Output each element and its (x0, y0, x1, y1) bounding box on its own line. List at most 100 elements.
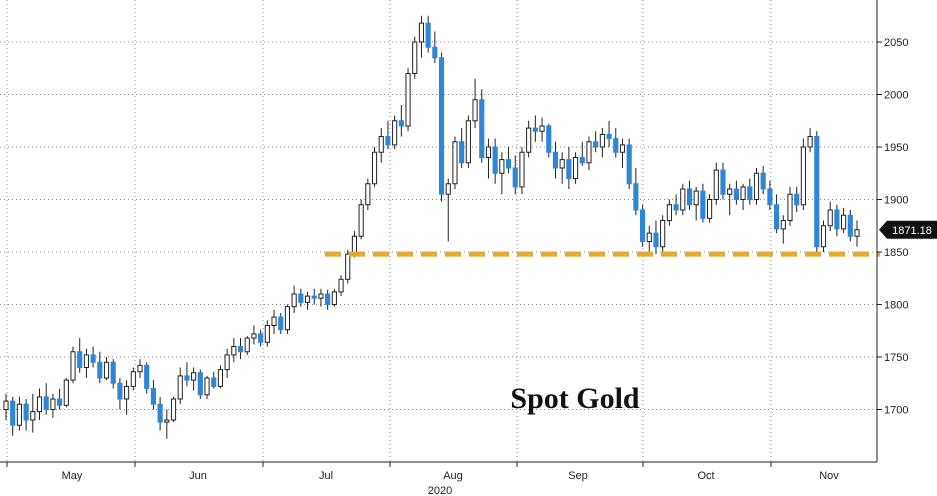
candle-body-down (639, 209, 646, 242)
candle (559, 152, 565, 184)
candle-body-up (586, 141, 592, 164)
candle-body-up (780, 220, 786, 230)
y-tick-label: 1950 (884, 142, 908, 154)
candle-body-up (217, 369, 224, 387)
candle (3, 393, 9, 420)
candle-body-up (472, 99, 478, 122)
candle-body-up (666, 204, 672, 221)
candle (774, 194, 780, 234)
candle-body-down (97, 361, 103, 379)
candle (633, 168, 639, 216)
candle (371, 147, 378, 187)
candle (593, 131, 599, 153)
candle (237, 338, 244, 360)
candle (191, 367, 197, 391)
candle-body-up (519, 151, 525, 188)
candle (211, 371, 217, 389)
x-tick-label: Sep (568, 470, 588, 482)
candle-body-up (164, 419, 170, 423)
candle-layer (3, 15, 860, 439)
candle-body-down (438, 57, 445, 195)
candle-body-down (23, 403, 29, 421)
candle (834, 204, 840, 237)
candle-body-down (110, 361, 116, 384)
candle-body-up (16, 403, 22, 426)
candle (184, 362, 190, 387)
candle (827, 201, 833, 231)
candle (97, 351, 103, 384)
candle (666, 199, 672, 226)
candle-body-down (398, 120, 404, 127)
y-tick-label: 1800 (884, 300, 908, 312)
candle (807, 128, 813, 153)
y-tick-label: 1750 (884, 352, 908, 364)
candle (586, 136, 592, 171)
candle-body-up (854, 229, 860, 237)
candle-body-down (653, 232, 659, 248)
candle-body-up (170, 398, 177, 421)
candle-body-up (191, 372, 197, 381)
candle-body-down (479, 99, 485, 158)
candle-body-down (747, 186, 753, 200)
candle-body-down (150, 388, 156, 405)
candle-body-down (298, 293, 304, 303)
candle-body-up (284, 306, 291, 331)
candle-body-down (546, 125, 552, 153)
candle-body-up (526, 127, 532, 153)
candle-body-up (304, 295, 311, 303)
candle-body-up (499, 159, 505, 174)
candle-body-down (10, 400, 16, 426)
candle-body-up (3, 400, 9, 411)
candle (318, 288, 324, 307)
candle (720, 162, 726, 200)
candle (325, 289, 331, 310)
candle (653, 220, 659, 255)
candle (459, 128, 465, 168)
last-price-tag: 1871.18 (887, 220, 937, 239)
last-price-pointer (879, 220, 887, 239)
candle (345, 249, 351, 284)
candle-body-up (660, 220, 666, 248)
candle-body-down (814, 136, 820, 248)
candle-body-down (325, 293, 331, 305)
candle-body-down (626, 144, 632, 185)
candle (445, 178, 451, 242)
y-tick-label: 2000 (884, 90, 908, 102)
candle (727, 183, 733, 216)
grid-layer (0, 0, 877, 462)
candle-body-down (720, 169, 726, 195)
candle (680, 183, 686, 216)
candle-body-up (50, 398, 56, 410)
candle (170, 396, 177, 423)
candle-body-up (264, 325, 270, 343)
candle (686, 180, 693, 210)
candle-body-up (358, 204, 364, 237)
candle (505, 147, 512, 174)
candle-body-down (700, 190, 706, 219)
candle-body-up (599, 133, 605, 148)
candle-body-down (459, 141, 465, 164)
candle (150, 380, 156, 410)
candle (599, 128, 605, 158)
candle-body-up (727, 188, 733, 195)
candle-body-up (452, 141, 458, 185)
candle (432, 31, 438, 63)
candle-body-up (124, 385, 130, 400)
candle-body-down (847, 214, 853, 237)
candle (43, 383, 49, 415)
candle-body-up (405, 73, 411, 127)
candle-body-up (787, 193, 793, 221)
candle (472, 78, 478, 129)
candle (707, 194, 713, 223)
candle (552, 141, 559, 179)
x-year-label: 2020 (428, 485, 452, 496)
candle-body-down (767, 188, 773, 206)
candle (378, 128, 384, 163)
candle (619, 138, 626, 168)
candle-body-up (224, 354, 230, 371)
candle (626, 138, 632, 189)
candle (251, 325, 257, 345)
candle (385, 120, 391, 150)
candle (57, 388, 63, 410)
